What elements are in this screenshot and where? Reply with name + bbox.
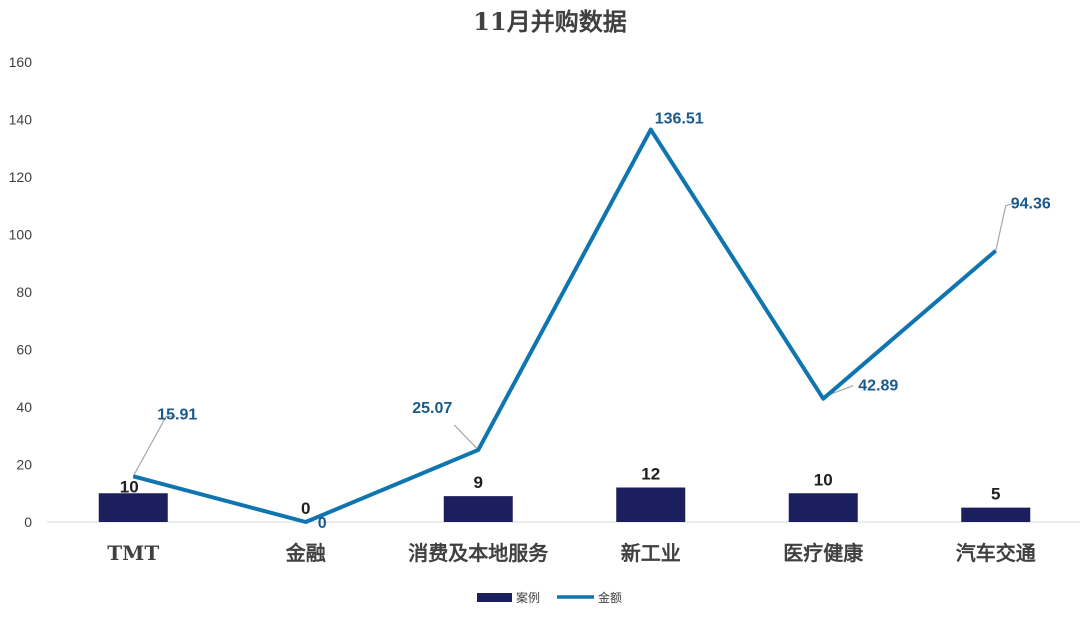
y-tick-label: 120: [9, 169, 33, 185]
leader-line: [132, 415, 176, 477]
y-tick-label: 40: [16, 399, 32, 415]
y-axis: 0 20 40 60 80 100 120 140 160: [9, 54, 33, 530]
x-tick-label: TMT: [107, 541, 159, 565]
y-tick-label: 140: [9, 112, 33, 128]
y-tick-label: 0: [24, 514, 32, 530]
bar-data-label: 12: [641, 465, 660, 484]
line-data-label: 42.89: [858, 378, 898, 395]
legend-label-line: 金额: [598, 590, 622, 605]
line-data-label: 15.91: [157, 406, 197, 423]
bar-data-labels: 10 0 9 12 10 5: [120, 465, 1001, 519]
line-data-label: 94.36: [1011, 196, 1051, 213]
bar: [443, 496, 513, 522]
bar: [616, 487, 686, 522]
x-tick-label: 新工业: [621, 541, 681, 565]
x-tick-label: 消费及本地服务: [408, 541, 549, 565]
bar-data-label: 0: [301, 499, 310, 518]
chart-title: 11月并购数据: [473, 7, 626, 36]
line-data-label: 25.07: [412, 400, 452, 417]
x-tick-label: 金融: [285, 541, 326, 565]
bar-data-label: 9: [474, 473, 483, 492]
x-axis: TMT 金融 消费及本地服务 新工业 医疗健康 汽车交通: [107, 541, 1035, 565]
line-data-labels: 15.91 0 25.07 136.51 42.89 94.36: [157, 111, 1051, 532]
bar-data-label: 10: [120, 477, 139, 496]
bar-data-label: 5: [991, 485, 1000, 504]
bar: [788, 493, 858, 522]
x-tick-label: 医疗健康: [783, 541, 864, 565]
line-data-label: 136.51: [655, 111, 704, 128]
bar: [961, 507, 1031, 522]
bar-series: [98, 487, 1031, 522]
leader-line: [995, 202, 1017, 251]
legend: 案例 金额: [477, 590, 622, 605]
line-data-label: 0: [318, 515, 327, 532]
y-tick-label: 80: [16, 284, 32, 300]
y-tick-label: 160: [9, 54, 33, 70]
label-leader-lines: [132, 202, 1017, 477]
bar-data-label: 10: [814, 470, 833, 489]
bar: [98, 493, 168, 522]
legend-label-bar: 案例: [516, 590, 540, 605]
x-tick-label: 汽车交通: [956, 541, 1036, 565]
y-tick-label: 20: [16, 457, 32, 473]
legend-swatch-bar: [477, 593, 512, 602]
line-series: [132, 127, 998, 524]
leader-line: [453, 424, 479, 451]
y-tick-label: 60: [16, 342, 32, 358]
y-tick-label: 100: [9, 227, 33, 243]
